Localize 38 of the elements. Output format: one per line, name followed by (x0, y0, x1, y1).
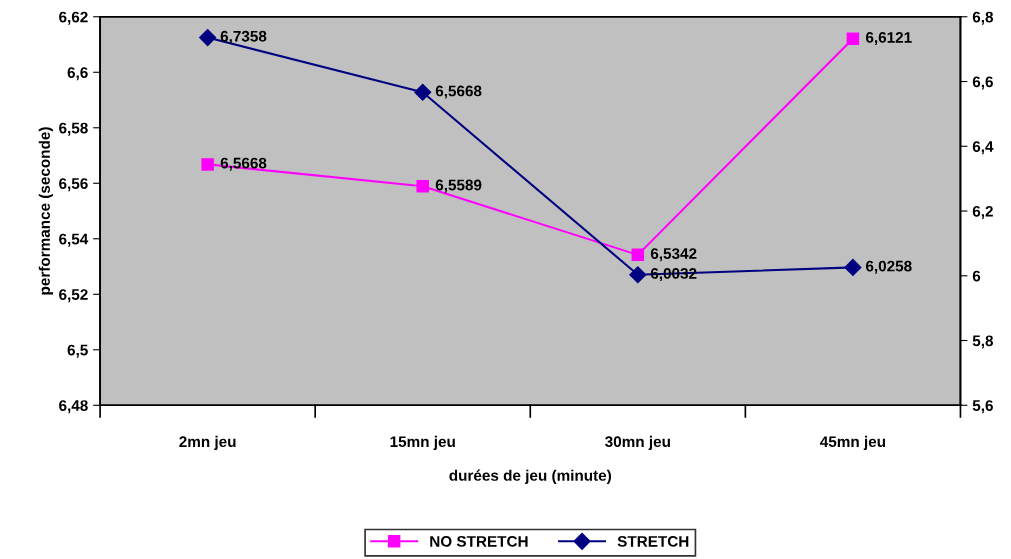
point (414, 83, 432, 101)
point (844, 258, 862, 276)
point (199, 29, 217, 47)
y-axis-title: performance (seconde) (38, 127, 53, 295)
y-tick-label: 6,54 (59, 233, 89, 247)
y-tick-label: 6,52 (59, 289, 88, 303)
y2-tick-label: 6,6 (972, 76, 993, 90)
y2-tick-label: 6 (972, 270, 981, 282)
x-tick-label: 45mn jeu (820, 435, 886, 451)
y-tick-label: 6,48 (59, 400, 88, 414)
y2-tick-label: 6,2 (972, 205, 993, 219)
y-tick-label: 6,6 (67, 67, 88, 81)
data-label: 6,5342 (650, 248, 697, 262)
legend-label: STRETCH (617, 535, 689, 547)
data-label: 6,5589 (435, 179, 482, 193)
y2-tick-label: 6,8 (972, 11, 994, 25)
y-tick-label: 6,5 (67, 344, 88, 358)
point (846, 32, 860, 45)
x-tick-label: 15mn jeu (390, 435, 455, 451)
point (201, 158, 214, 171)
point (631, 248, 645, 262)
x-tick-label: 30mn jeu (605, 435, 670, 451)
data-label: 6,5668 (220, 157, 267, 171)
y-tick-label: 6,58 (59, 122, 88, 136)
y2-tick-label: 5,6 (972, 400, 993, 414)
data-label: 6,6121 (865, 31, 912, 46)
y-tick-label: 6,56 (59, 178, 88, 192)
x-axis-title: durées de jeu (minute) (449, 469, 612, 484)
point (416, 180, 429, 193)
legend-label: NO STRETCH (430, 535, 528, 547)
data-label: 6,7358 (220, 30, 267, 44)
x-tick-label: 2mn jeu (179, 435, 236, 451)
data-label: 6,0258 (865, 260, 912, 274)
y-tick-label: 6,62 (59, 11, 88, 25)
data-label: 6,5668 (435, 85, 482, 99)
y2-tick-label: 6,4 (972, 141, 994, 155)
point (629, 266, 647, 284)
y2-tick-label: 5,8 (972, 335, 994, 349)
